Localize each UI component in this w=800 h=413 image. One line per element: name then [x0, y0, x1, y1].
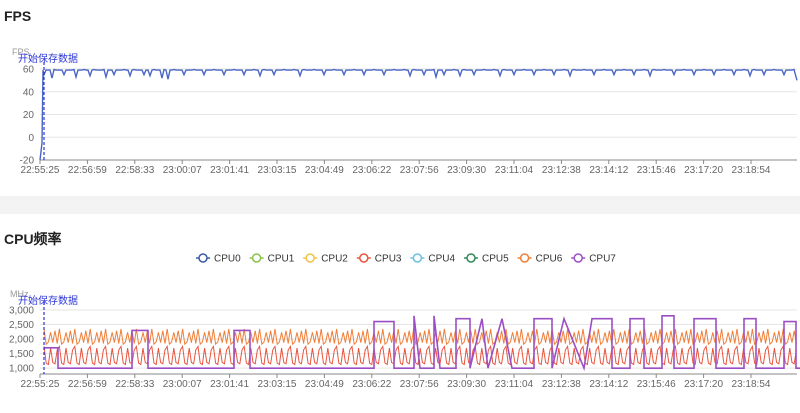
legend-symbol — [412, 253, 423, 263]
fps-x-tick-label: 23:04:49 — [305, 165, 344, 176]
legend-label: CPU3 — [375, 254, 402, 265]
cpu-y-tick-label: 1,000 — [9, 364, 34, 375]
legend-item-cpu1[interactable]: CPU1 — [249, 253, 295, 265]
fps-x-tick-label: 23:07:56 — [400, 165, 439, 176]
cpu-x-tick-label: 23:17:20 — [684, 379, 723, 390]
cpu-x-tick-label: 23:07:56 — [400, 379, 439, 390]
legend-item-cpu3[interactable]: CPU3 — [356, 253, 402, 265]
cpu-y-unit: MHz — [10, 289, 29, 299]
fps-x-tick-label: 22:55:25 — [21, 165, 60, 176]
cpu-x-tick-label: 22:55:25 — [21, 379, 60, 390]
legend-label: CPU0 — [214, 254, 241, 265]
cpu-x-tick-label: 23:01:41 — [210, 379, 249, 390]
cpu-x-tick-label: 23:09:30 — [447, 379, 486, 390]
cpu-x-tick-label: 23:11:04 — [495, 379, 534, 390]
legend-label: CPU6 — [536, 254, 563, 265]
fps-panel: FPS FPS 60 40 20 0 -20 22:55:25 22:56:59 22:58… — [0, 0, 800, 196]
legend-symbol — [251, 253, 262, 263]
cpu-panel: CPU频率 CPU0 CPU1 CPU2 CPU3 CPU4 CPU5 CPU6 CPU7 M… — [0, 214, 800, 413]
fps-y-tick-label: 20 — [23, 110, 35, 121]
legend-item-cpu6[interactable]: CPU6 — [517, 253, 563, 265]
legend-symbol — [519, 253, 530, 263]
fps-y-unit: FPS — [12, 47, 30, 57]
legend-item-cpu5[interactable]: CPU5 — [464, 253, 509, 265]
cpu-x-tick-label: 22:58:33 — [115, 379, 154, 390]
legend-label: CPU7 — [589, 254, 616, 265]
legend-symbol — [466, 253, 476, 263]
cpu-y-tick-label: 1,500 — [9, 349, 34, 360]
cpu-x-tick-label: 23:18:54 — [732, 379, 771, 390]
fps-x-tick-label: 23:03:15 — [258, 165, 297, 176]
legend-item-cpu7[interactable]: CPU7 — [571, 253, 616, 265]
fps-x-tick-label: 23:11:04 — [495, 165, 534, 176]
cpu-y-tick-label: 2,500 — [9, 320, 34, 331]
fps-x-tick-label: 23:17:20 — [684, 165, 723, 176]
fps-chart[interactable]: FPS 60 40 20 0 -20 22:55:25 22:56:59 22:58:33 2… — [0, 0, 800, 196]
legend-item-cpu2[interactable]: CPU2 — [303, 253, 348, 265]
cpu-x-tick-label: 23:00:07 — [163, 379, 202, 390]
fps-x-tick-label: 23:12:38 — [542, 165, 581, 176]
cpu-x-tick-label: 23:14:12 — [589, 379, 628, 390]
legend-symbol — [305, 253, 315, 263]
fps-x-tick-label: 22:56:59 — [68, 165, 107, 176]
fps-marker-label: 开始保存数据 — [18, 52, 78, 65]
cpu-chart[interactable]: CPU0 CPU1 CPU2 CPU3 CPU4 CPU5 CPU6 CPU7 MHz 3,0… — [0, 214, 800, 413]
fps-x-tick-label: 23:09:30 — [447, 165, 486, 176]
cpu-y-tick-label: 3,000 — [9, 306, 34, 317]
fps-y-tick-label: -20 — [20, 156, 35, 167]
cpu-marker-label: 开始保存数据 — [18, 294, 78, 307]
cpu-x-tick-label: 23:15:46 — [637, 379, 676, 390]
fps-x-tick-label: 22:58:33 — [115, 165, 154, 176]
fps-y-tick-label: 60 — [23, 65, 35, 76]
legend-symbol — [573, 253, 583, 263]
fps-x-tick-label: 23:18:54 — [732, 165, 771, 176]
cpu-x-tick-label: 23:12:38 — [542, 379, 581, 390]
fps-series-line — [39, 68, 798, 161]
cpu-band-cpu6 — [43, 328, 797, 346]
cpu-x-tick-label: 22:56:59 — [68, 379, 107, 390]
cpu-band-cpu3 — [43, 344, 797, 366]
fps-y-tick-label: 0 — [28, 133, 34, 144]
fps-x-tick-label: 23:15:46 — [637, 165, 676, 176]
fps-panel-title: FPS — [4, 8, 32, 24]
legend-item-cpu4[interactable]: CPU4 — [410, 253, 456, 265]
cpu-x-tick-label: 23:06:22 — [352, 379, 391, 390]
cpu-x-tick-label: 23:04:49 — [305, 379, 344, 390]
legend-label: CPU5 — [482, 254, 509, 265]
fps-x-tick-label: 23:00:07 — [163, 165, 202, 176]
fps-x-tick-label: 23:06:22 — [352, 165, 391, 176]
fps-x-tick-label: 23:14:12 — [589, 165, 628, 176]
legend-symbol — [198, 253, 208, 263]
legend-label: CPU2 — [321, 254, 348, 265]
fps-y-tick-label: 40 — [23, 87, 35, 98]
legend-label: CPU1 — [268, 254, 295, 265]
fps-x-tick-label: 23:01:41 — [210, 165, 249, 176]
legend-label: CPU4 — [428, 254, 455, 265]
legend-item-cpu0[interactable]: CPU0 — [196, 253, 241, 265]
cpu-y-tick-label: 2,000 — [9, 335, 34, 346]
cpu-panel-title: CPU频率 — [4, 231, 62, 247]
legend-symbol — [359, 253, 369, 263]
cpu-x-tick-label: 23:03:15 — [258, 379, 297, 390]
cpu7-series-line — [44, 315, 800, 372]
